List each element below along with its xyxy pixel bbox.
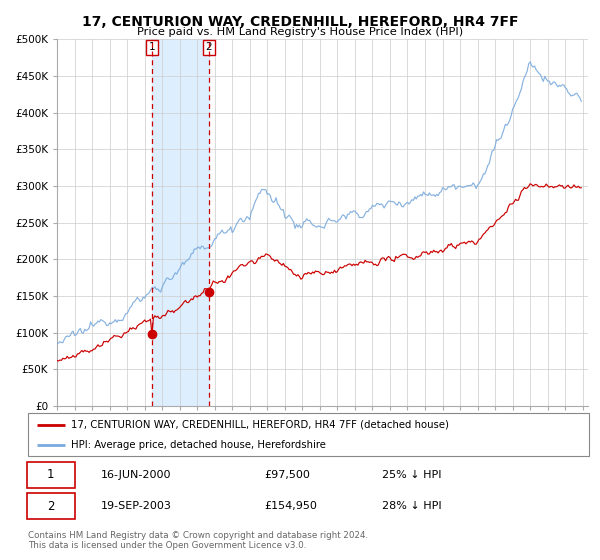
FancyBboxPatch shape [27, 462, 75, 488]
Text: 1: 1 [47, 468, 55, 481]
Text: 17, CENTURION WAY, CREDENHILL, HEREFORD, HR4 7FF: 17, CENTURION WAY, CREDENHILL, HEREFORD,… [82, 15, 518, 29]
Text: HPI: Average price, detached house, Herefordshire: HPI: Average price, detached house, Here… [71, 440, 326, 450]
Text: 2: 2 [206, 43, 212, 53]
Text: £154,950: £154,950 [264, 501, 317, 511]
Text: Price paid vs. HM Land Registry's House Price Index (HPI): Price paid vs. HM Land Registry's House … [137, 27, 463, 37]
Bar [152, 39, 209, 406]
Text: £97,500: £97,500 [264, 470, 310, 480]
FancyBboxPatch shape [27, 493, 75, 519]
Text: 17, CENTURION WAY, CREDENHILL, HEREFORD, HR4 7FF (detached house): 17, CENTURION WAY, CREDENHILL, HEREFORD,… [71, 419, 449, 430]
Text: 16-JUN-2000: 16-JUN-2000 [101, 470, 172, 480]
Text: 1: 1 [149, 43, 155, 53]
Text: 2: 2 [47, 500, 55, 513]
Text: Contains HM Land Registry data © Crown copyright and database right 2024.
This d: Contains HM Land Registry data © Crown c… [28, 531, 368, 550]
Text: 28% ↓ HPI: 28% ↓ HPI [382, 501, 441, 511]
Text: 19-SEP-2003: 19-SEP-2003 [101, 501, 172, 511]
FancyBboxPatch shape [28, 413, 589, 456]
Text: 25% ↓ HPI: 25% ↓ HPI [382, 470, 441, 480]
